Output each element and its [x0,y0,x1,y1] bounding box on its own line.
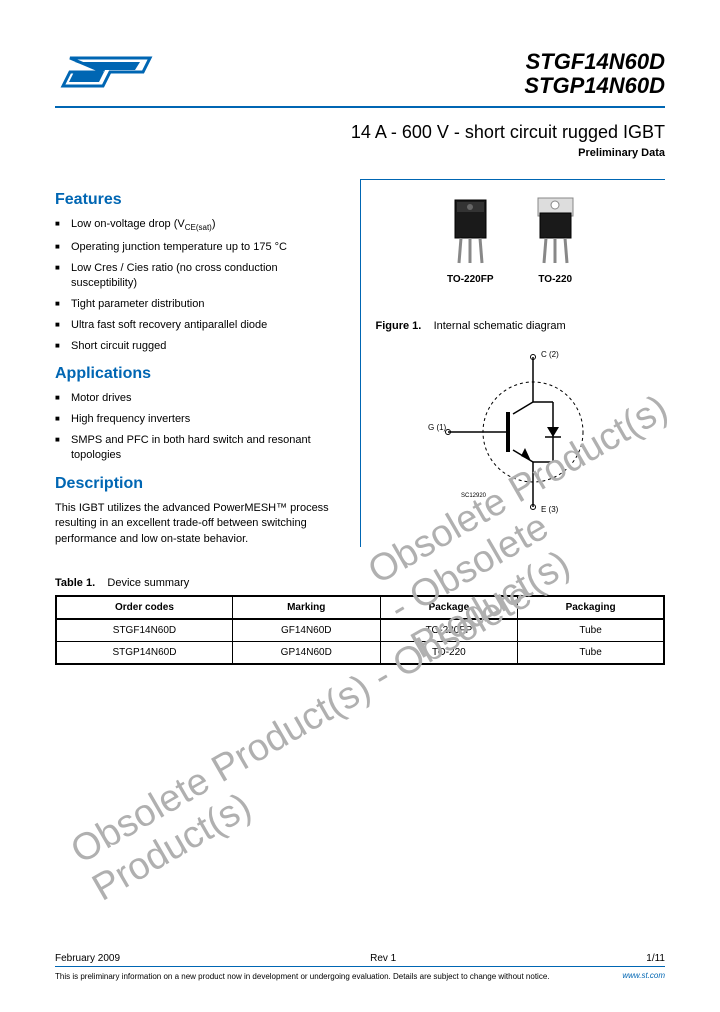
feature-item: Operating junction temperature up to 175… [55,240,340,255]
watermark: Obsolete Product(s) - Obsolete Product(s… [64,496,696,910]
table-caption: Table 1. Device summary [55,577,665,589]
table-cell: STGF14N60D [56,619,232,642]
package-images: TO-220FP TO-220 [443,195,583,285]
footer-rev: Rev 1 [370,953,396,964]
application-item: SMPS and PFC in both hard switch and res… [55,433,340,463]
table-cell: GF14N60D [232,619,380,642]
table-cell: TO-220 [380,641,518,664]
document-subtitle: Preliminary Data [55,147,665,159]
footer-row: February 2009 Rev 1 1/11 [55,953,665,967]
feature-item: Tight parameter distribution [55,297,340,312]
applications-list: Motor drives High frequency inverters SM… [55,391,340,462]
table-header: Order codes [56,596,232,619]
svg-text:C (2): C (2) [541,350,559,359]
table-header: Packaging [518,596,664,619]
footer: February 2009 Rev 1 1/11 This is prelimi… [55,953,665,982]
package-label: TO-220FP [443,274,498,285]
part-numbers: STGF14N60D STGP14N60D [524,50,665,98]
features-list: Low on-voltage drop (VCE(sat)) Operating… [55,217,340,353]
svg-text:G (1): G (1) [428,423,447,432]
package-label: TO-220 [528,274,583,285]
application-item: High frequency inverters [55,412,340,427]
table-cell: Tube [518,619,664,642]
st-logo [55,50,155,98]
table-cell: STGP14N60D [56,641,232,664]
right-column: TO-220FP TO-220 Figure 1. Internal schem… [360,179,666,547]
document-title: 14 A - 600 V - short circuit rugged IGBT [55,122,665,143]
package-to220: TO-220 [528,195,583,285]
part-number-2: STGP14N60D [524,74,665,98]
table-cell: Tube [518,641,664,664]
table-cell: GP14N60D [232,641,380,664]
table-row: STGF14N60D GF14N60D TO-220FP Tube [56,619,664,642]
description-heading: Description [55,475,340,493]
svg-text:E (3): E (3) [541,505,559,514]
feature-item: Low on-voltage drop (VCE(sat)) [55,217,340,234]
applications-heading: Applications [55,365,340,383]
table-cell: TO-220FP [380,619,518,642]
package-to220fp: TO-220FP [443,195,498,285]
left-column: Features Low on-voltage drop (VCE(sat)) … [55,179,340,547]
features-heading: Features [55,191,340,209]
table-row: STGP14N60D GP14N60D TO-220 Tube [56,641,664,664]
footer-bottom: This is preliminary information on a new… [55,971,665,982]
application-item: Motor drives [55,391,340,406]
footer-date: February 2009 [55,953,120,964]
svg-text:SC12920: SC12920 [461,493,487,499]
table-header: Marking [232,596,380,619]
content-row: Features Low on-voltage drop (VCE(sat)) … [55,179,665,547]
footer-note: This is preliminary information on a new… [55,972,550,981]
part-number-1: STGF14N60D [524,50,665,74]
figure-caption: Figure 1. Internal schematic diagram [376,320,566,332]
header: STGF14N60D STGP14N60D [55,50,665,108]
description-text: This IGBT utilizes the advanced PowerMES… [55,501,340,547]
device-summary-table: Order codes Marking Package Packaging ST… [55,595,665,665]
feature-item: Low Cres / Cies ratio (no cross conducti… [55,261,340,291]
footer-page: 1/11 [646,953,665,964]
table-header-row: Order codes Marking Package Packaging [56,596,664,619]
feature-item: Ultra fast soft recovery antiparallel di… [55,318,340,333]
schematic-diagram: C (2) G (1) E (3) SC12920 [413,342,613,522]
feature-item: Short circuit rugged [55,339,340,354]
table-header: Package [380,596,518,619]
footer-link: www.st.com [622,971,665,980]
